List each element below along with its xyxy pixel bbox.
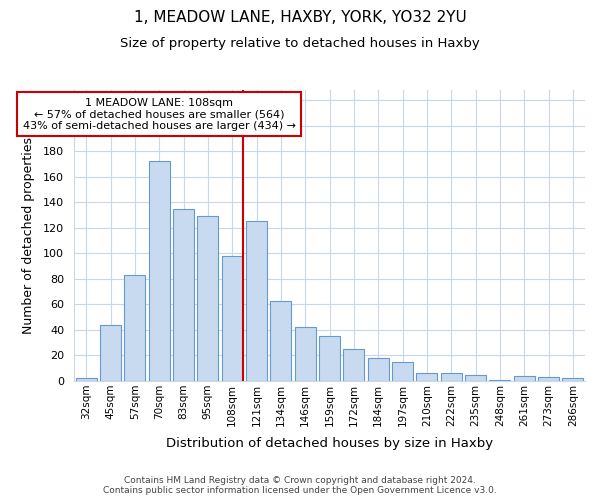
Bar — [441, 374, 461, 381]
Bar — [246, 222, 267, 381]
Bar — [392, 362, 413, 381]
Text: 1 MEADOW LANE: 108sqm
← 57% of detached houses are smaller (564)
43% of semi-det: 1 MEADOW LANE: 108sqm ← 57% of detached … — [23, 98, 296, 131]
Bar — [197, 216, 218, 381]
Bar — [465, 374, 486, 381]
Bar — [100, 325, 121, 381]
Bar — [343, 349, 364, 381]
Text: Size of property relative to detached houses in Haxby: Size of property relative to detached ho… — [120, 38, 480, 51]
Bar — [368, 358, 389, 381]
Bar — [490, 380, 510, 381]
Bar — [271, 300, 291, 381]
X-axis label: Distribution of detached houses by size in Haxby: Distribution of detached houses by size … — [166, 437, 493, 450]
Bar — [514, 376, 535, 381]
Text: 1, MEADOW LANE, HAXBY, YORK, YO32 2YU: 1, MEADOW LANE, HAXBY, YORK, YO32 2YU — [134, 10, 466, 25]
Bar — [149, 162, 170, 381]
Bar — [562, 378, 583, 381]
Bar — [124, 275, 145, 381]
Bar — [173, 208, 194, 381]
Bar — [76, 378, 97, 381]
Bar — [416, 374, 437, 381]
Bar — [538, 377, 559, 381]
Y-axis label: Number of detached properties: Number of detached properties — [22, 137, 35, 334]
Bar — [295, 328, 316, 381]
Bar — [319, 336, 340, 381]
Text: Contains HM Land Registry data © Crown copyright and database right 2024.
Contai: Contains HM Land Registry data © Crown c… — [103, 476, 497, 495]
Bar — [222, 256, 242, 381]
